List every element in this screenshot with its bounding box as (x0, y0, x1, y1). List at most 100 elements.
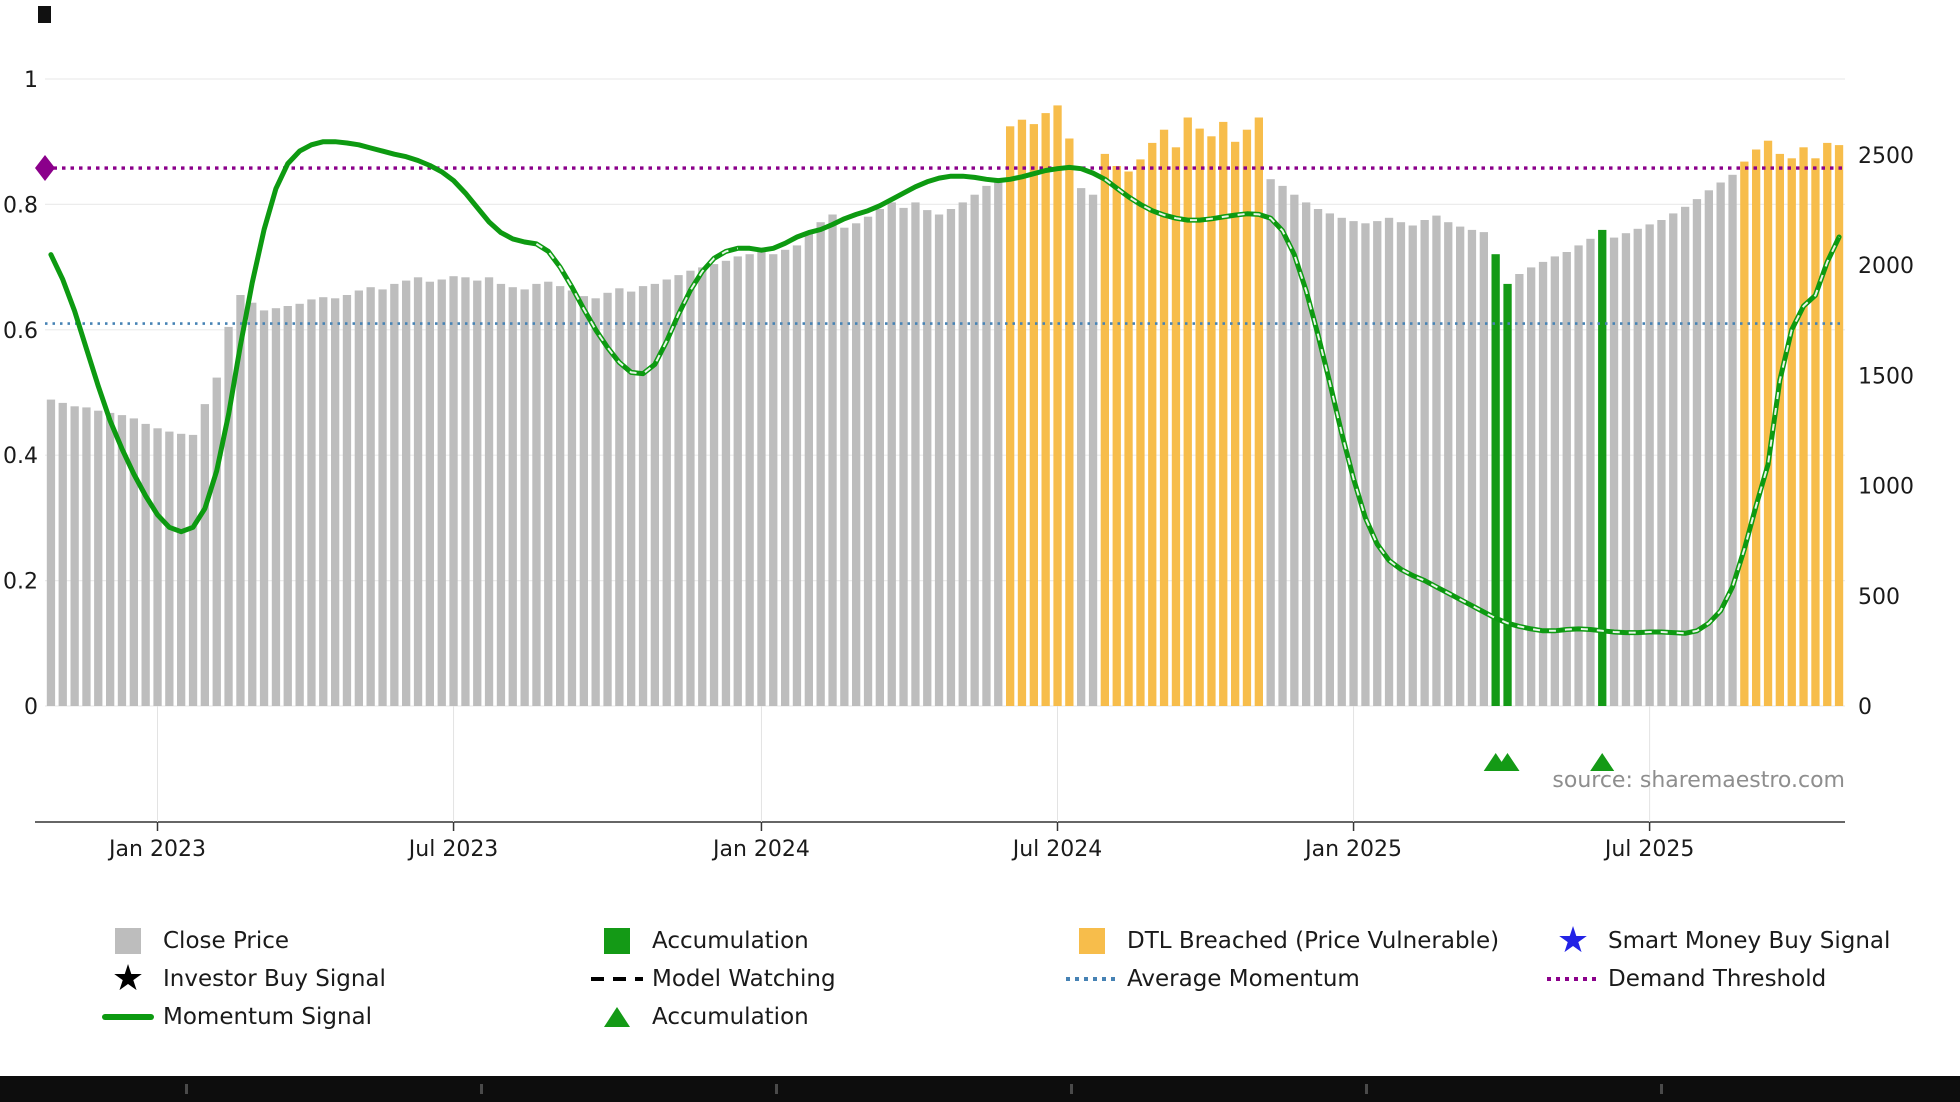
close-price-bar (757, 252, 766, 706)
legend-label-accumulation-bar: Accumulation (652, 928, 809, 954)
close-price-bar (1716, 182, 1725, 706)
close-price-bar (911, 202, 920, 706)
close-price-bar (627, 291, 636, 706)
close-price-bar (70, 406, 79, 706)
dtl-breached-bar (1740, 161, 1749, 707)
close-price-bar (1692, 199, 1702, 706)
close-price-bar (437, 279, 446, 706)
close-price-bar (153, 428, 162, 706)
close-price-bar (662, 279, 671, 706)
close-price-bar (1657, 220, 1666, 706)
dtl-breached-bar (1100, 153, 1109, 706)
close-price-bar (1704, 190, 1713, 707)
close-price-bar (852, 223, 861, 707)
legend-label-model-watching: Model Watching (652, 966, 836, 992)
close-price-bar (899, 207, 908, 706)
legend-label-close-price: Close Price (163, 928, 290, 954)
dtl-breached-bar (1006, 126, 1015, 707)
dtl-breached-bar (1775, 153, 1784, 706)
close-price-bar (295, 303, 304, 706)
close-price-bar (520, 289, 529, 706)
close-price-bar (212, 377, 221, 706)
right-axis-tick-label: 2500 (1858, 144, 1914, 169)
left-axis-tick-label: 0.8 (3, 193, 38, 218)
close-price-bar (946, 209, 956, 706)
close-price-bar (1550, 256, 1559, 706)
dtl-breached-swatch-icon (1063, 928, 1121, 954)
close-price-bar (1290, 194, 1299, 706)
investor-buy-star-icon: ★ (111, 958, 145, 999)
close-price-bar (1479, 232, 1488, 706)
close-price-bar (1302, 202, 1311, 706)
legend-label-investor-buy-signal: Investor Buy Signal (163, 966, 386, 992)
source-attribution: source: sharemaestro.com (1552, 768, 1845, 793)
dtl-breached-bar (1112, 166, 1121, 706)
dtl-breached-bar (1159, 129, 1169, 706)
dtl-breached-bar (1195, 128, 1204, 707)
right-axis-tick-label: 2000 (1858, 254, 1914, 279)
close-price-bar (236, 295, 245, 706)
close-price-bar (686, 270, 695, 706)
close-price-bar (638, 286, 648, 706)
close-price-swatch-icon (99, 928, 157, 954)
close-price-bar (473, 280, 482, 706)
accumulation-bar (1503, 283, 1512, 706)
legend-label-demand-threshold: Demand Threshold (1608, 966, 1827, 992)
legend-item-dtl-breached: DTL Breached (Price Vulnerable) (1063, 923, 1499, 959)
close-price-bar (1586, 238, 1595, 707)
left-axis-tick-label: 0.2 (3, 570, 38, 595)
close-price-bar (106, 412, 115, 706)
close-price-bar (1325, 213, 1334, 706)
close-price-bar (425, 281, 434, 706)
dtl-breached-bar (1254, 117, 1263, 706)
accumulation-bar (1598, 229, 1607, 706)
close-price-bar (591, 298, 600, 706)
close-price-bar (1527, 267, 1536, 706)
close-price-bar (58, 402, 67, 706)
legend-item-accumulation-bar: Accumulation (588, 923, 809, 959)
legend-item-model-watching: Model Watching (588, 961, 836, 997)
top-left-artifact (38, 6, 51, 23)
bottom-strip-tick (1660, 1084, 1663, 1094)
close-price-bar (544, 281, 553, 706)
close-price-bar (46, 399, 56, 706)
close-price-bar (378, 289, 387, 706)
legend-item-average-momentum: Average Momentum (1063, 961, 1360, 997)
demand-threshold-marker-icon (35, 155, 55, 182)
close-price-bar (982, 185, 991, 706)
dtl-breached-bar (1811, 158, 1820, 707)
close-price-bar (615, 288, 624, 706)
dtl-breached-bar (1763, 140, 1773, 706)
bottom-strip (0, 1076, 1960, 1102)
close-price-bar (556, 286, 565, 706)
legend-label-momentum-signal: Momentum Signal (163, 1004, 373, 1030)
legend-item-accumulation-marker: Accumulation (588, 999, 809, 1035)
close-price-bar (934, 214, 944, 706)
legend-label-average-momentum: Average Momentum (1127, 966, 1360, 992)
close-price-bar (342, 295, 352, 706)
close-price-bar (1313, 209, 1323, 706)
close-price-bar (1621, 233, 1631, 706)
close-price-bar (1396, 222, 1406, 706)
dtl-breached-bar (1752, 149, 1761, 706)
demand-threshold-dots-icon (1544, 977, 1602, 981)
dtl-breached-bar (1148, 142, 1157, 706)
dtl-breached-bar (1029, 124, 1038, 707)
close-price-bar (1669, 213, 1678, 706)
dtl-breached-bar (1823, 142, 1832, 706)
legend-item-demand-threshold: Demand Threshold (1544, 961, 1826, 997)
momentum-price-chart: 1 0.8 0.6 0.4 0.2 0 2500 2000 1500 1000 500 0 Jan 20… (3, 68, 1914, 862)
close-price-bar (508, 287, 517, 706)
dtl-breached-bar (1242, 129, 1252, 706)
close-price-bar (958, 202, 967, 706)
close-price-bar (1645, 224, 1654, 706)
dtl-breached-bar (1041, 113, 1050, 707)
left-axis-tick-label: 1 (24, 68, 38, 93)
close-price-bar (1408, 225, 1417, 706)
bottom-strip-tick (185, 1084, 188, 1094)
close-price-bar (200, 404, 209, 706)
smart-money-star-icon: ★ (1556, 920, 1590, 961)
legend-item-close-price: Close Price (99, 923, 289, 959)
close-price-bar (863, 216, 873, 706)
close-price-bar (496, 283, 506, 706)
